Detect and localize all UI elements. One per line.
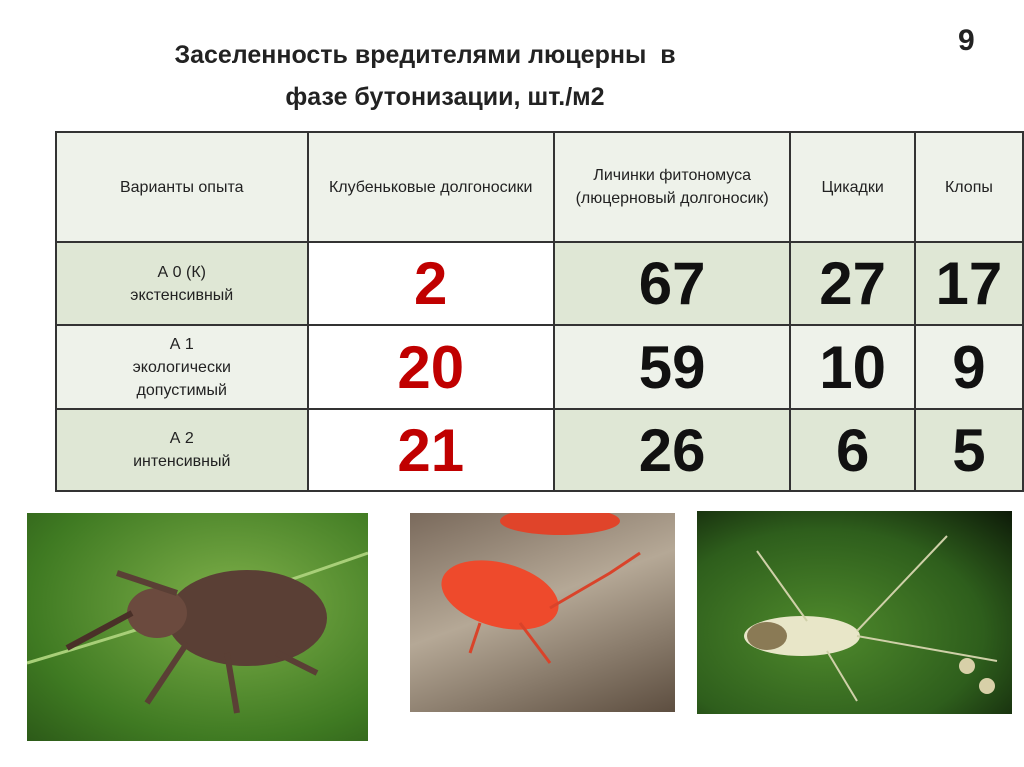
header-cell: Варианты опыта — [55, 131, 309, 243]
variant-cell: А 1 экологически допустимый — [55, 324, 309, 410]
green-bug-photo — [697, 511, 1012, 714]
value-cell: 9 — [913, 324, 1024, 410]
page-number: 9 — [958, 24, 975, 57]
value-cell: 21 — [306, 408, 555, 492]
infestation-table: Варианты опыта Клубеньковые долгоносики … — [55, 131, 1024, 492]
value-cell: 10 — [789, 324, 916, 410]
variant-cell: А 2 интенсивный — [55, 408, 309, 492]
table-row: А 2 интенсивный 21 26 6 5 — [55, 408, 1024, 492]
value-cell: 67 — [552, 241, 792, 326]
header-cell: Клопы — [913, 131, 1024, 243]
weevil-photo — [27, 513, 368, 741]
title-line-2: фазе бутонизации, шт./м2 — [285, 83, 605, 111]
value-cell: 26 — [552, 408, 792, 492]
value-cell: 17 — [913, 241, 1024, 326]
header-cell: Личинки фитономуса (люцерновый долгоноси… — [552, 131, 792, 243]
slide-title: Заселенность вредителями люцерны в фазе … — [60, 34, 790, 118]
header-cell: Цикадки — [789, 131, 916, 243]
value-cell: 20 — [306, 324, 555, 410]
weevil-icon — [27, 551, 368, 714]
variant-cell: А 0 (К) экстенсивный — [55, 241, 309, 326]
value-cell: 27 — [789, 241, 916, 326]
table-row: А 1 экологически допустимый 20 59 10 9 — [55, 324, 1024, 410]
green-bug-icon — [744, 535, 998, 702]
value-cell: 6 — [789, 408, 916, 492]
value-cell: 59 — [552, 324, 792, 410]
red-bug-icon — [441, 513, 641, 664]
table-header-row: Варианты опыта Клубеньковые долгоносики … — [55, 131, 1024, 243]
value-cell: 5 — [913, 408, 1024, 492]
title-line-1: Заселенность вредителями люцерны в — [174, 41, 676, 69]
table-row: А 0 (К) экстенсивный 2 67 27 17 — [55, 241, 1024, 326]
header-cell: Клубеньковые долгоносики — [306, 131, 555, 243]
value-cell: 2 — [306, 241, 555, 326]
red-bug-photo — [410, 513, 675, 712]
